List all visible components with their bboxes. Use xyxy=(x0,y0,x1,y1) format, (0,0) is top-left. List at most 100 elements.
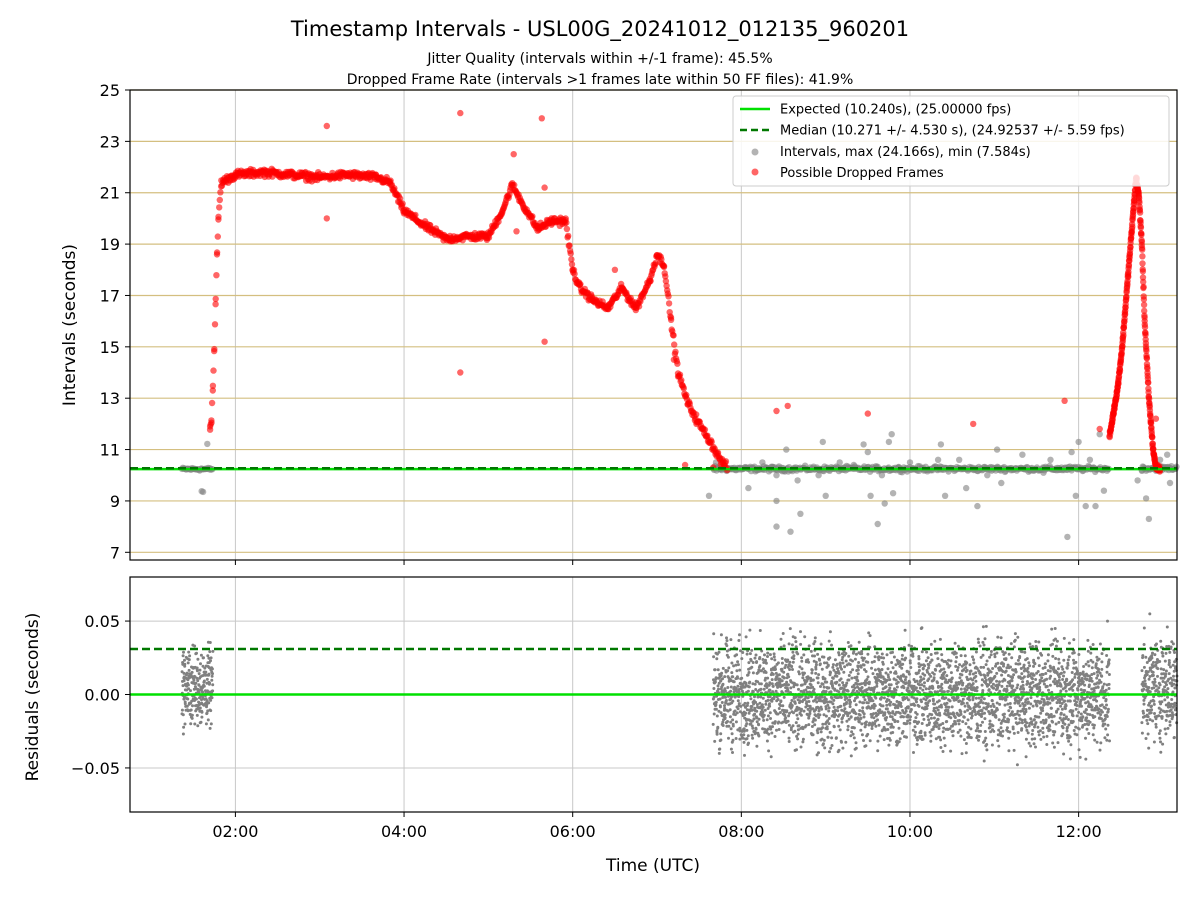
residual-point xyxy=(936,657,940,661)
residual-point xyxy=(999,726,1003,730)
residual-point xyxy=(814,663,818,667)
residual-point xyxy=(873,704,877,708)
residual-point xyxy=(182,650,185,654)
residual-point xyxy=(994,715,998,719)
residual-point xyxy=(208,681,212,685)
residual-point xyxy=(867,631,871,635)
residual-point xyxy=(811,678,815,682)
residual-point xyxy=(1074,660,1078,664)
residual-point xyxy=(727,724,731,728)
dropped-frame-point xyxy=(538,115,545,122)
dropped-frame-point xyxy=(784,402,791,410)
residual-point xyxy=(983,730,987,733)
dropped-frame-point xyxy=(215,213,222,220)
residual-point xyxy=(1059,671,1063,675)
residual-point xyxy=(196,724,200,728)
residual-point xyxy=(1021,683,1025,687)
residual-point xyxy=(888,711,892,715)
residual-point xyxy=(737,639,741,642)
residual-point xyxy=(836,667,840,671)
residual-point xyxy=(183,722,187,726)
residual-point xyxy=(848,711,851,715)
dropped-frame-point xyxy=(211,345,218,353)
residual-point xyxy=(754,727,758,731)
dropped-frame-point xyxy=(412,211,419,219)
residual-point xyxy=(927,663,931,667)
residual-point xyxy=(1037,715,1041,719)
interval-point xyxy=(885,438,893,446)
residual-point xyxy=(727,666,731,670)
residual-point xyxy=(824,697,828,701)
residual-point xyxy=(1027,724,1031,728)
intervals-y-tick-label: 9 xyxy=(110,492,120,511)
residual-point xyxy=(744,711,748,715)
residual-point xyxy=(983,717,987,721)
residual-point xyxy=(1075,700,1078,704)
residual-point xyxy=(846,728,850,732)
residual-point xyxy=(210,674,214,678)
residual-point xyxy=(924,659,928,663)
residual-point xyxy=(908,661,912,665)
residual-point xyxy=(989,704,993,708)
residual-point xyxy=(758,664,762,668)
residual-point xyxy=(725,636,728,640)
residual-point xyxy=(885,653,889,657)
residual-point xyxy=(998,702,1002,706)
residual-point xyxy=(1062,713,1066,717)
residual-point xyxy=(826,735,830,739)
residual-point xyxy=(785,680,789,684)
residual-point xyxy=(720,701,724,704)
residual-point xyxy=(979,698,983,702)
residual-point xyxy=(1074,707,1078,711)
interval-point xyxy=(1134,477,1141,484)
residual-point xyxy=(187,658,191,662)
residual-point xyxy=(862,701,866,705)
residual-point xyxy=(1053,730,1057,734)
residual-point xyxy=(964,722,968,726)
dropped-frame-point xyxy=(541,184,548,191)
residual-point xyxy=(832,698,836,702)
dropped-frame-point xyxy=(1120,332,1127,339)
residual-point xyxy=(742,729,746,733)
residual-point xyxy=(905,735,908,739)
residual-point xyxy=(761,705,765,709)
residual-point xyxy=(953,716,957,719)
residual-point xyxy=(921,688,925,692)
residual-point xyxy=(189,689,192,693)
residual-point xyxy=(187,668,191,672)
residual-point xyxy=(731,718,735,722)
residual-point xyxy=(964,666,968,670)
residual-point xyxy=(854,712,858,716)
residual-point xyxy=(1005,689,1009,692)
residual-point xyxy=(894,688,898,692)
residual-point xyxy=(1031,680,1035,684)
dropped-frame-point xyxy=(568,256,575,263)
residual-point xyxy=(830,736,834,740)
dropped-frame-point xyxy=(647,277,654,285)
residual-point xyxy=(1054,637,1057,641)
residual-point xyxy=(765,718,769,722)
dropped-frame-point xyxy=(1138,238,1146,246)
residual-point xyxy=(839,677,843,681)
residual-point xyxy=(802,671,806,675)
residual-point xyxy=(1027,661,1031,665)
residual-point xyxy=(956,644,960,648)
residual-point xyxy=(851,668,855,672)
residual-point xyxy=(1039,711,1043,715)
residuals-panel: 0.050.00−0.05 02:00 04:00 06:00 08:00 10:00 1… xyxy=(23,576,1179,876)
residual-point xyxy=(780,667,784,671)
residual-point xyxy=(729,638,733,642)
residual-point xyxy=(1054,644,1058,648)
residual-point xyxy=(742,733,746,737)
interval-point xyxy=(881,500,888,507)
residual-point xyxy=(915,700,918,704)
residual-point xyxy=(771,684,775,688)
residual-point xyxy=(1075,714,1079,718)
residual-point xyxy=(1022,687,1025,691)
residual-point xyxy=(799,642,803,646)
residual-point xyxy=(985,743,989,746)
dropped-frame-point xyxy=(635,303,643,310)
residual-point xyxy=(787,736,791,740)
residual-point xyxy=(946,689,950,693)
residual-point xyxy=(857,640,861,644)
